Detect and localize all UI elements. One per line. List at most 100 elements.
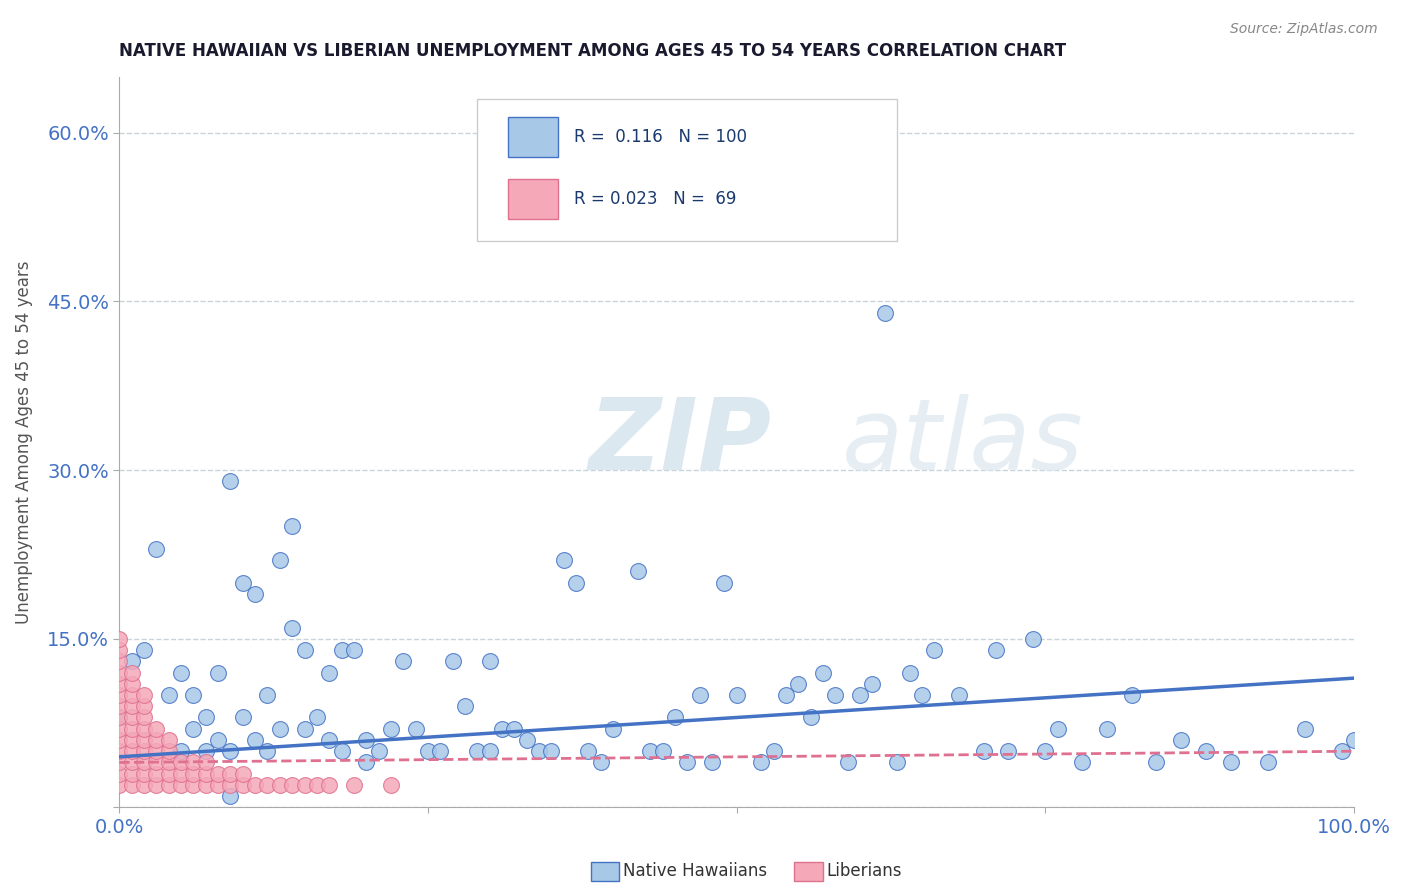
Point (1022, 632, 1045, 646)
Point (1195, 744, 1218, 758)
Point (553, 553, 575, 567)
Point (1330, 744, 1353, 758)
Point (824, 688, 846, 702)
Point (157, 766, 180, 780)
Point (132, 643, 155, 657)
Point (256, 778, 278, 792)
Point (108, 710, 131, 724)
Point (725, 688, 748, 702)
Y-axis label: Unemployment Among Ages 45 to 54 years: Unemployment Among Ages 45 to 54 years (15, 260, 32, 624)
Point (354, 733, 377, 747)
Point (948, 688, 970, 702)
Point (1046, 722, 1069, 736)
Point (380, 778, 402, 792)
Point (997, 744, 1019, 758)
Point (108, 778, 131, 792)
Point (121, 744, 143, 758)
Point (911, 688, 934, 702)
Point (108, 744, 131, 758)
Point (219, 766, 242, 780)
Point (232, 778, 254, 792)
Point (194, 744, 217, 758)
Point (862, 677, 884, 691)
Point (145, 722, 167, 736)
Point (565, 575, 588, 590)
Point (132, 688, 155, 702)
Point (108, 756, 131, 770)
Point (256, 744, 278, 758)
Point (478, 654, 501, 668)
Point (121, 778, 143, 792)
Point (330, 744, 353, 758)
Point (243, 733, 266, 747)
Point (121, 710, 143, 724)
Point (849, 688, 872, 702)
Point (243, 587, 266, 601)
Point (145, 756, 167, 770)
Point (491, 722, 513, 736)
Point (132, 778, 155, 792)
Point (108, 722, 131, 736)
Text: R = 0.023   N =  69: R = 0.023 N = 69 (574, 190, 737, 208)
Point (305, 778, 328, 792)
Point (700, 756, 723, 770)
Point (183, 722, 205, 736)
Point (540, 744, 562, 758)
Point (219, 744, 242, 758)
Bar (508, 117, 558, 157)
Point (429, 744, 451, 758)
Point (1219, 756, 1241, 770)
Point (207, 665, 229, 680)
Point (145, 766, 167, 780)
Point (318, 665, 340, 680)
Point (837, 756, 859, 770)
Point (145, 541, 167, 556)
Point (811, 665, 834, 680)
Point (232, 575, 254, 590)
Point (281, 519, 304, 533)
Point (1343, 733, 1365, 747)
Point (157, 756, 180, 770)
Point (1146, 756, 1168, 770)
Point (183, 756, 205, 770)
Point (269, 778, 291, 792)
Point (380, 722, 402, 736)
Point (170, 756, 193, 770)
Point (219, 778, 242, 792)
Point (713, 575, 735, 590)
Text: ZIP: ZIP (589, 393, 772, 491)
Point (121, 654, 143, 668)
FancyBboxPatch shape (478, 98, 897, 241)
Point (121, 665, 143, 680)
Point (157, 733, 180, 747)
Point (973, 744, 995, 758)
Point (305, 710, 328, 724)
Point (367, 744, 389, 758)
Point (589, 756, 612, 770)
Point (1294, 722, 1316, 736)
Point (343, 643, 366, 657)
Point (873, 306, 896, 320)
Point (108, 710, 131, 724)
Point (454, 699, 477, 714)
Point (984, 643, 1007, 657)
Point (121, 733, 143, 747)
Point (108, 643, 131, 657)
Point (108, 766, 131, 780)
Text: Liberians: Liberians (827, 863, 903, 880)
Point (578, 744, 600, 758)
Point (132, 766, 155, 780)
Point (762, 744, 785, 758)
Point (121, 677, 143, 691)
Point (651, 744, 673, 758)
Point (121, 766, 143, 780)
Point (145, 733, 167, 747)
Point (219, 789, 242, 804)
Point (392, 654, 415, 668)
Point (256, 688, 278, 702)
Point (108, 688, 131, 702)
Point (898, 665, 921, 680)
Point (170, 665, 193, 680)
Point (1257, 756, 1279, 770)
Point (800, 710, 823, 724)
